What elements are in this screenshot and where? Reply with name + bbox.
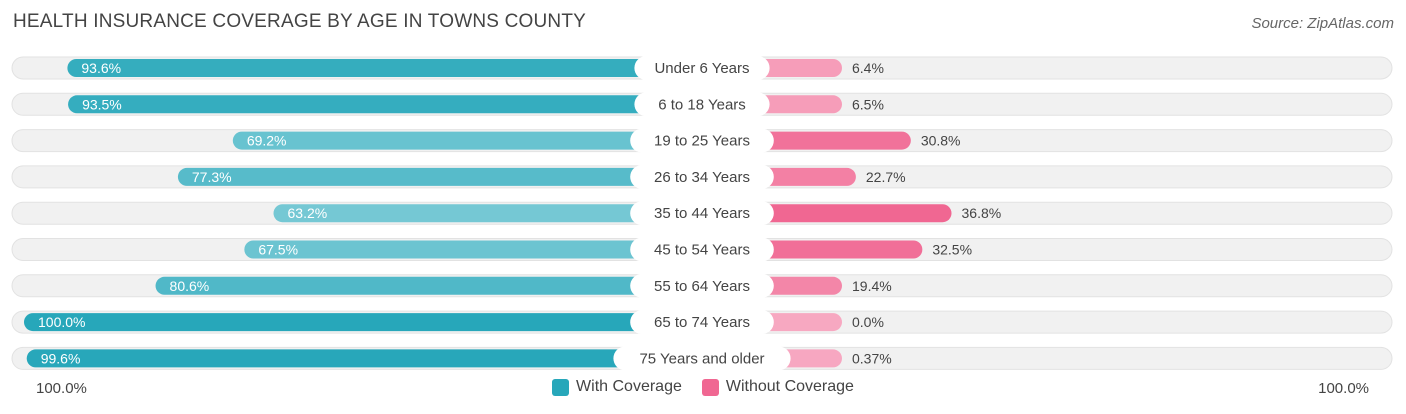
bar-value-without-coverage: 6.5%: [852, 96, 884, 112]
bar-value-with-coverage: 63.2%: [288, 205, 328, 221]
category-pill: [634, 56, 770, 80]
source-note: Source: ZipAtlas.com: [1251, 15, 1394, 32]
bar-value-without-coverage: 6.4%: [852, 60, 884, 76]
category-pill: [613, 346, 791, 371]
bar-with-coverage: [26, 349, 703, 368]
bar-value-with-coverage: 100.0%: [38, 314, 85, 330]
category-label: 6 to 18 Years: [658, 96, 746, 113]
category-label: 19 to 25 Years: [654, 133, 750, 150]
bar-value-with-coverage: 80.6%: [170, 278, 210, 294]
legend-swatch-with-coverage: [552, 378, 570, 396]
legend-item-without-coverage: Without Coverage: [701, 378, 854, 396]
category-pill: [630, 273, 774, 298]
bar-value-without-coverage: 19.4%: [852, 278, 892, 294]
bar-with-coverage: [232, 131, 702, 150]
bar-value-with-coverage: 77.3%: [192, 169, 232, 185]
category-pill: [630, 237, 774, 262]
legend-item-with-coverage: With Coverage: [552, 378, 682, 396]
category-pill: [634, 92, 770, 117]
bar-with-coverage: [177, 167, 702, 186]
legend: With Coverage Without Coverage: [0, 378, 1406, 396]
category-label: 35 to 44 Years: [654, 205, 750, 222]
chart-title: HEALTH INSURANCE COVERAGE BY AGE IN TOWN…: [13, 11, 587, 32]
bar-value-with-coverage: 67.5%: [258, 242, 298, 258]
axis-left-label: 100.0%: [36, 380, 87, 397]
bar-value-without-coverage: 30.8%: [921, 133, 961, 149]
legend-label-with-coverage: With Coverage: [576, 378, 682, 395]
category-label: Under 6 Years: [654, 60, 749, 77]
category-label: 65 to 74 Years: [654, 314, 750, 331]
legend-label-without-coverage: Without Coverage: [725, 378, 854, 395]
bar-with-coverage: [155, 276, 703, 295]
bar-value-without-coverage: 32.5%: [932, 242, 972, 258]
legend-swatch-without-coverage: [701, 378, 719, 396]
category-pill: [630, 128, 774, 153]
category-label: 75 Years and older: [639, 350, 764, 367]
bar-value-without-coverage: 0.0%: [852, 314, 884, 330]
bar-with-coverage: [24, 313, 702, 332]
bar-value-with-coverage: 99.6%: [41, 350, 81, 366]
bar-with-coverage: [273, 204, 702, 223]
bar-value-with-coverage: 93.5%: [82, 96, 122, 112]
bar-value-with-coverage: 93.6%: [81, 60, 121, 76]
bar-with-coverage: [68, 95, 702, 114]
category-pill: [630, 201, 774, 226]
category-pill: [630, 164, 774, 189]
category-label: 55 to 64 Years: [654, 278, 750, 295]
bar-value-without-coverage: 22.7%: [866, 169, 906, 185]
bar-value-without-coverage: 36.8%: [962, 205, 1002, 221]
category-pill: [630, 310, 774, 335]
bar-with-coverage: [244, 240, 702, 259]
bar-value-with-coverage: 69.2%: [247, 133, 287, 149]
category-label: 26 to 34 Years: [654, 169, 750, 186]
bar-with-coverage: [67, 59, 703, 77]
axis-right-label: 100.0%: [1318, 380, 1369, 397]
category-label: 45 to 54 Years: [654, 242, 750, 259]
bar-value-without-coverage: 0.37%: [852, 350, 892, 366]
